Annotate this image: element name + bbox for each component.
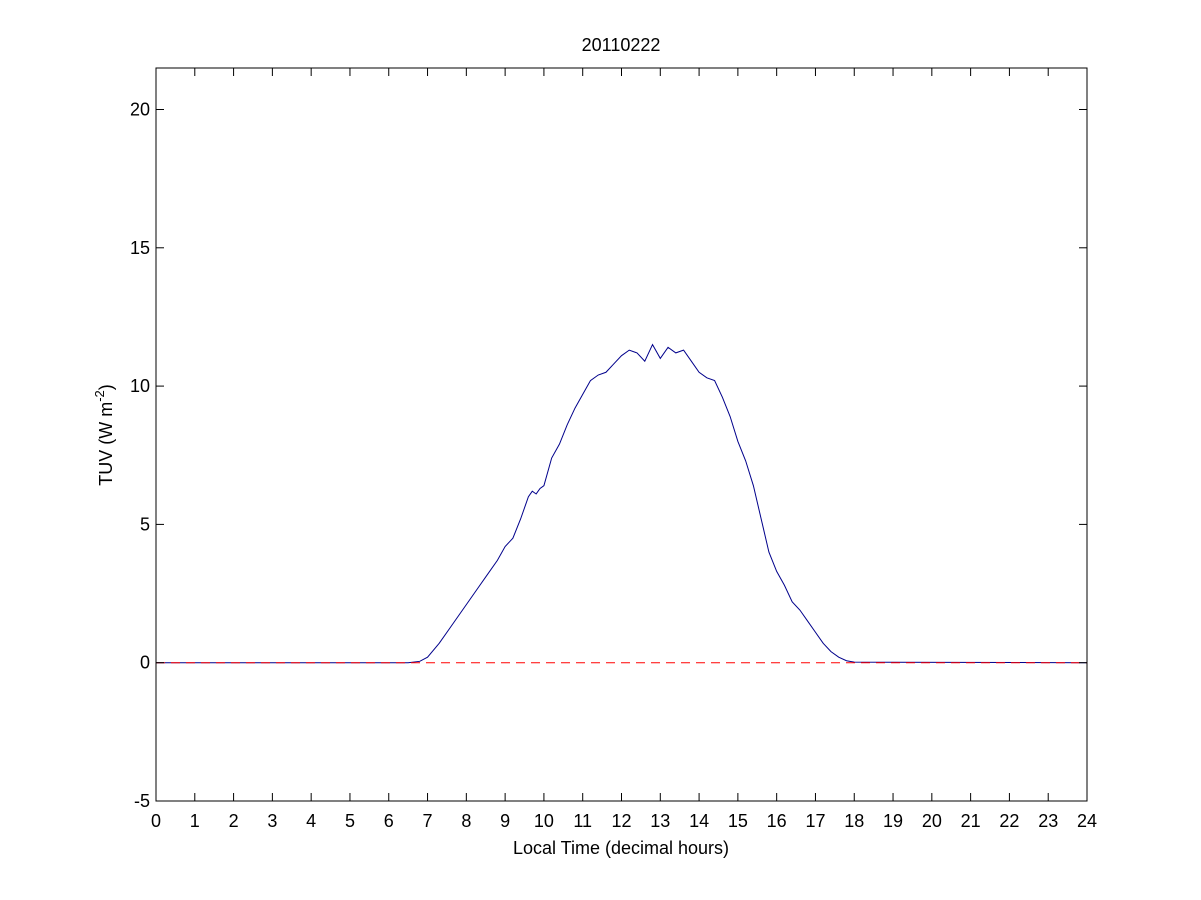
x-tick-label: 19 [883, 811, 903, 831]
y-tick-label: 20 [130, 99, 150, 119]
x-tick-label: 5 [345, 811, 355, 831]
y-tick-label: 0 [140, 653, 150, 673]
x-tick-label: 17 [805, 811, 825, 831]
y-tick-label: -5 [134, 791, 150, 811]
x-tick-label: 2 [229, 811, 239, 831]
ticks-layer: 0 1 2 3 4 5 6 7 8 9 10 11 12 13 14 15 16 17 18 19 20 21 22 23 24… [130, 68, 1097, 831]
y-axis-title-superscript: -2 [92, 390, 107, 402]
y-axis-title-main: TUV (W m [96, 402, 116, 486]
x-tick-label: 4 [306, 811, 316, 831]
x-tick-label: 13 [650, 811, 670, 831]
y-tick-label: 10 [130, 376, 150, 396]
chart-title: 20110222 [582, 35, 661, 55]
x-tick-label: 23 [1038, 811, 1058, 831]
x-tick-label: 12 [611, 811, 631, 831]
tuv-series-line [156, 343, 1088, 664]
x-tick-label: 15 [728, 811, 748, 831]
x-tick-label: 20 [922, 811, 942, 831]
x-tick-label: 8 [461, 811, 471, 831]
y-axis-title: TUV (W m-2) [92, 384, 116, 486]
x-axis-title: Local Time (decimal hours) [513, 838, 729, 858]
y-axis-title-suffix: ) [96, 384, 116, 390]
x-tick-label: 18 [844, 811, 864, 831]
x-tick-label: 6 [384, 811, 394, 831]
x-tick-label: 16 [767, 811, 787, 831]
x-tick-label: 21 [961, 811, 981, 831]
x-tick-label: 24 [1077, 811, 1097, 831]
plot-frame [155, 67, 1088, 802]
x-tick-label: 3 [267, 811, 277, 831]
series-layer [156, 343, 1088, 664]
x-tick-label: 7 [423, 811, 433, 831]
x-tick-label: 11 [573, 811, 592, 831]
plot-area [156, 68, 1087, 801]
x-tick-label: 0 [151, 811, 161, 831]
x-tick-label: 22 [999, 811, 1019, 831]
x-tick-label: 14 [689, 811, 709, 831]
x-tick-label: 10 [534, 811, 554, 831]
x-tick-label: 9 [500, 811, 510, 831]
y-tick-label: 15 [130, 238, 150, 258]
y-tick-label: 5 [140, 514, 150, 534]
x-tick-label: 1 [190, 811, 200, 831]
